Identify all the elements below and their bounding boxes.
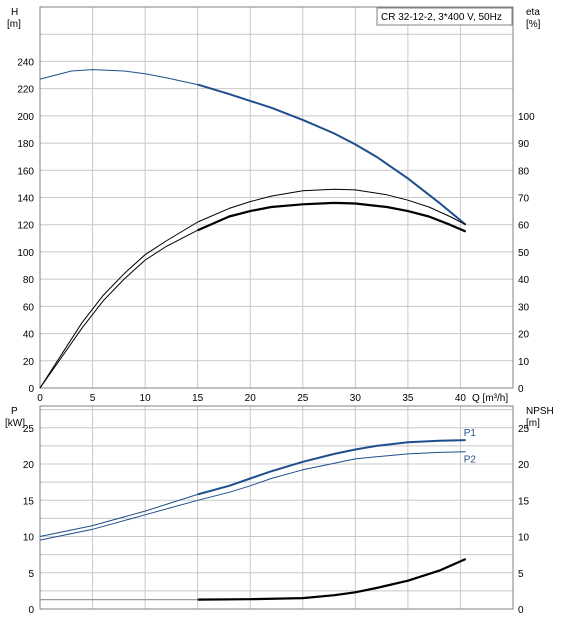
top-chart-ticks: 0204060801001201401601802002202400102030…: [17, 57, 535, 404]
efficiency-tick-label: 0: [518, 384, 524, 395]
flow-tick-label: 25: [297, 393, 309, 404]
efficiency-curve-upper-line: [197, 188, 466, 226]
npsh-tick-label: 5: [518, 569, 524, 580]
npsh-curve-line: [197, 557, 467, 601]
efficiency-tick-label: 100: [518, 112, 535, 123]
npsh-tick-label: 10: [518, 533, 530, 544]
npsh-tick-label: 15: [518, 496, 530, 507]
power-p1-curve-extrapolated-line: [39, 493, 198, 537]
bottom-chart-series: P1 P2: [39, 428, 477, 601]
efficiency-tick-label: 40: [518, 275, 530, 286]
efficiency-tick-label: 60: [518, 221, 530, 232]
head-tick-label: 240: [17, 57, 34, 68]
chart-title-box: CR 32-12-2, 3*400 V, 50Hz: [376, 7, 513, 26]
efficiency-axis-label: eta: [526, 7, 540, 18]
head-axis-label: H: [11, 7, 18, 18]
flow-tick-label: 40: [455, 393, 467, 404]
head-tick-label: 160: [17, 166, 34, 177]
efficiency-tick-label: 10: [518, 357, 530, 368]
head-tick-label: 100: [17, 248, 34, 259]
efficiency-axis-unit: [%]: [526, 19, 541, 30]
head-tick-label: 140: [17, 194, 34, 205]
bottom-chart-grid: [39, 406, 514, 610]
power-p2-curve-line: [197, 451, 466, 501]
npsh-tick-label: 0: [518, 605, 524, 616]
power-tick-label: 20: [23, 460, 35, 471]
power-tick-label: 15: [23, 496, 35, 507]
flow-tick-label: 5: [90, 393, 96, 404]
head-curve-extrapolated-line: [39, 69, 198, 86]
bottom-chart-ticks: 0 5 10 15 20 25 0 5 10 15 20 25: [23, 424, 530, 616]
power-tick-label: 5: [28, 569, 34, 580]
head-tick-label: 20: [23, 357, 35, 368]
flow-tick-label: 10: [140, 393, 152, 404]
power-axis-label: P: [11, 406, 18, 417]
efficiency-tick-label: 80: [518, 166, 530, 177]
top-chart-frame: [39, 6, 514, 389]
npsh-axis-label: NPSH: [526, 406, 554, 417]
top-chart-grid: [39, 6, 514, 389]
flow-tick-label: 30: [350, 393, 362, 404]
efficiency-tick-label: 20: [518, 330, 530, 341]
npsh-tick-label: 20: [518, 460, 530, 471]
efficiency-tick-label: 90: [518, 139, 530, 150]
head-tick-label: 0: [28, 384, 34, 395]
power-tick-label: 0: [28, 605, 34, 616]
head-curve-line: [197, 83, 467, 226]
flow-tick-label: 20: [245, 393, 257, 404]
npsh-tick-label: 25: [518, 424, 530, 435]
p1-series-label: P1: [464, 428, 477, 439]
bottom-chart-frame: [39, 405, 514, 610]
efficiency-curve-lower-line: [197, 201, 467, 233]
efficiency-curve-upper-extrapolated-line: [39, 221, 198, 389]
head-tick-label: 200: [17, 112, 34, 123]
p2-series-label: P2: [464, 455, 477, 466]
head-tick-label: 120: [17, 221, 34, 232]
power-p1-curve-line: [197, 439, 466, 496]
head-tick-label: 220: [17, 85, 34, 96]
efficiency-tick-label: 50: [518, 248, 530, 259]
head-axis-unit: [m]: [7, 19, 21, 30]
efficiency-tick-label: 30: [518, 302, 530, 313]
efficiency-tick-label: 70: [518, 194, 530, 205]
power-p2-curve-extrapolated-line: [39, 499, 198, 541]
power-axis-unit: [kW]: [5, 418, 25, 429]
flow-tick-label: 35: [402, 393, 414, 404]
head-tick-label: 40: [23, 330, 35, 341]
head-tick-label: 180: [17, 139, 34, 150]
flow-tick-label: 15: [192, 393, 204, 404]
chart-title: CR 32-12-2, 3*400 V, 50Hz: [381, 12, 502, 23]
flow-tick-label: 0: [37, 393, 43, 404]
head-tick-label: 80: [23, 275, 35, 286]
npsh-axis-unit: [m]: [526, 418, 540, 429]
efficiency-curve-lower-extrapolated-line: [39, 229, 198, 389]
power-tick-label: 25: [23, 424, 35, 435]
top-chart-series: [39, 69, 467, 389]
power-tick-label: 10: [23, 533, 35, 544]
flow-axis-label: Q [m³/h]: [472, 393, 508, 404]
head-tick-label: 60: [23, 302, 35, 313]
